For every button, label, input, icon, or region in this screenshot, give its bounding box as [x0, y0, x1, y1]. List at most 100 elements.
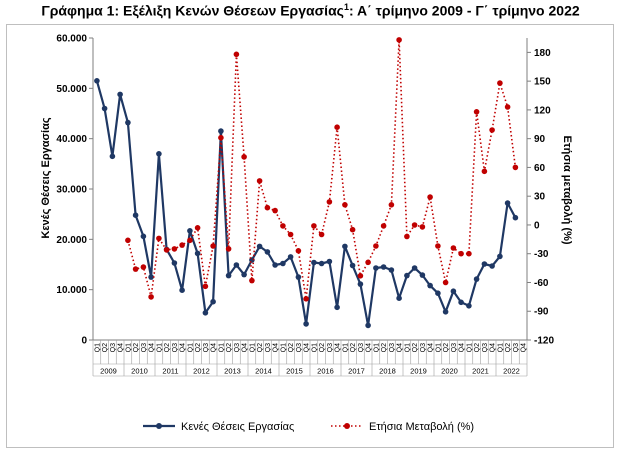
quarter-label: Q3: [513, 343, 520, 352]
data-point-change: [202, 283, 209, 290]
quarter-label: Q4: [211, 343, 218, 352]
data-point-change: [365, 259, 371, 266]
data-point-vacancies: [256, 243, 263, 250]
data-point-vacancies: [202, 310, 209, 316]
data-point-vacancies: [373, 265, 379, 271]
data-point-vacancies: [489, 263, 495, 269]
data-point-change: [404, 233, 410, 240]
quarter-label: Q1: [156, 343, 163, 352]
right-axis-ticks: -120 -90 -60 -30 0 30 60 90 120 150 180: [527, 48, 554, 347]
x-axis: Q1 Q2 Q3 Q4 Q1 Q2 Q3 Q4 Q1 Q2 Q3 Q4 Q1 Q2 Q3 Q4 Q1 Q2 Q3 Q4…: [92, 340, 528, 377]
quarter-label: Q2: [412, 343, 419, 352]
data-point-vacancies: [210, 298, 216, 305]
data-point-change: [373, 243, 379, 249]
data-point-change: [450, 245, 457, 251]
data-point-change: [380, 223, 387, 229]
data-point-vacancies: [481, 261, 488, 267]
year-label: 2022: [503, 367, 520, 376]
quarter-label: Q1: [497, 343, 504, 352]
data-point-change: [435, 243, 441, 249]
data-point-vacancies: [466, 303, 472, 309]
year-label: 2019: [410, 367, 427, 376]
data-point-vacancies: [404, 272, 410, 279]
quarter-label: Q4: [459, 343, 466, 352]
data-point-change: [334, 124, 340, 130]
data-point-vacancies: [512, 214, 519, 221]
data-point-vacancies: [435, 290, 441, 297]
year-label: 2016: [317, 367, 334, 376]
quarter-label: Q2: [505, 343, 512, 352]
quarter-label: Q3: [203, 343, 210, 352]
data-point-vacancies: [349, 262, 356, 269]
left-tick-label: 10.000: [56, 285, 87, 296]
quarter-label: Q3: [296, 343, 303, 352]
data-point-vacancies: [380, 264, 387, 270]
quarter-label: Q1: [187, 343, 194, 352]
quarter-label: Q2: [133, 343, 140, 352]
year-label: 2020: [441, 367, 458, 376]
data-point-change: [132, 266, 139, 272]
quarter-label: Q1: [280, 343, 287, 352]
data-point-change: [396, 37, 402, 43]
year-label: 2015: [286, 367, 303, 376]
quarter-label: Q2: [381, 343, 388, 352]
data-point-vacancies: [287, 254, 294, 260]
quarter-label: Q4: [242, 343, 249, 352]
quarter-label: Q4: [428, 343, 435, 352]
quarter-label: Q4: [521, 343, 528, 352]
data-point-vacancies: [295, 274, 302, 280]
data-point-vacancies: [318, 260, 325, 267]
year-label: 2011: [162, 367, 178, 376]
quarter-label: Q2: [164, 343, 171, 352]
quarter-label: Q2: [195, 343, 202, 352]
data-point-vacancies: [458, 299, 464, 306]
quarter-label: Q3: [358, 343, 365, 352]
data-point-change: [512, 164, 519, 171]
quarter-label: Q3: [110, 343, 117, 352]
data-point-vacancies: [388, 267, 395, 273]
data-point-vacancies: [132, 212, 139, 218]
left-tick-label: 30.000: [56, 185, 87, 196]
data-point-vacancies: [241, 271, 247, 278]
left-axis-ticks: 0 10.000 20.000 30.000 40.000 50.000 60.000: [56, 34, 93, 347]
data-point-change: [326, 199, 333, 205]
year-label: 2021: [472, 367, 489, 376]
right-tick-label: 180: [534, 48, 551, 59]
data-point-vacancies: [179, 287, 185, 294]
quarter-label: Q3: [420, 343, 427, 352]
data-point-change: [411, 222, 418, 228]
y-axis-right-label: Ετήσια μεταβολή (%): [561, 135, 573, 244]
data-point-vacancies: [419, 272, 426, 278]
quarter-label: Q2: [257, 343, 264, 352]
data-point-change: [156, 235, 162, 242]
data-point-change: [419, 224, 426, 230]
quarter-label: Q3: [327, 343, 334, 352]
series-line-change: [127, 39, 517, 299]
y-axis-left-label: Κενές Θέσεις Εργασίας: [40, 117, 52, 238]
data-point-vacancies: [504, 200, 511, 206]
quarter-label: Q4: [149, 343, 156, 352]
data-point-change: [171, 246, 178, 252]
data-point-vacancies: [396, 295, 402, 302]
data-point-change: [187, 237, 193, 244]
year-label: 2013: [224, 367, 241, 376]
data-point-vacancies: [334, 304, 340, 311]
left-tick-label: 40.000: [56, 134, 87, 145]
quarter-label: Q1: [249, 343, 256, 352]
year-label: 2012: [193, 367, 210, 376]
year-label: 2009: [100, 367, 117, 376]
right-tick-label: -30: [534, 249, 549, 260]
right-tick-label: -90: [534, 307, 549, 318]
data-point-vacancies: [109, 153, 116, 160]
data-point-vacancies: [156, 151, 162, 157]
data-point-change: [210, 243, 216, 249]
data-point-vacancies: [473, 276, 480, 282]
quarter-label: Q2: [226, 343, 233, 352]
quarter-label: Q3: [451, 343, 458, 352]
quarter-label: Q3: [482, 343, 489, 352]
data-point-vacancies: [94, 78, 100, 84]
year-label: 2010: [131, 367, 148, 376]
data-point-vacancies: [450, 288, 457, 295]
data-point-change: [442, 279, 449, 286]
